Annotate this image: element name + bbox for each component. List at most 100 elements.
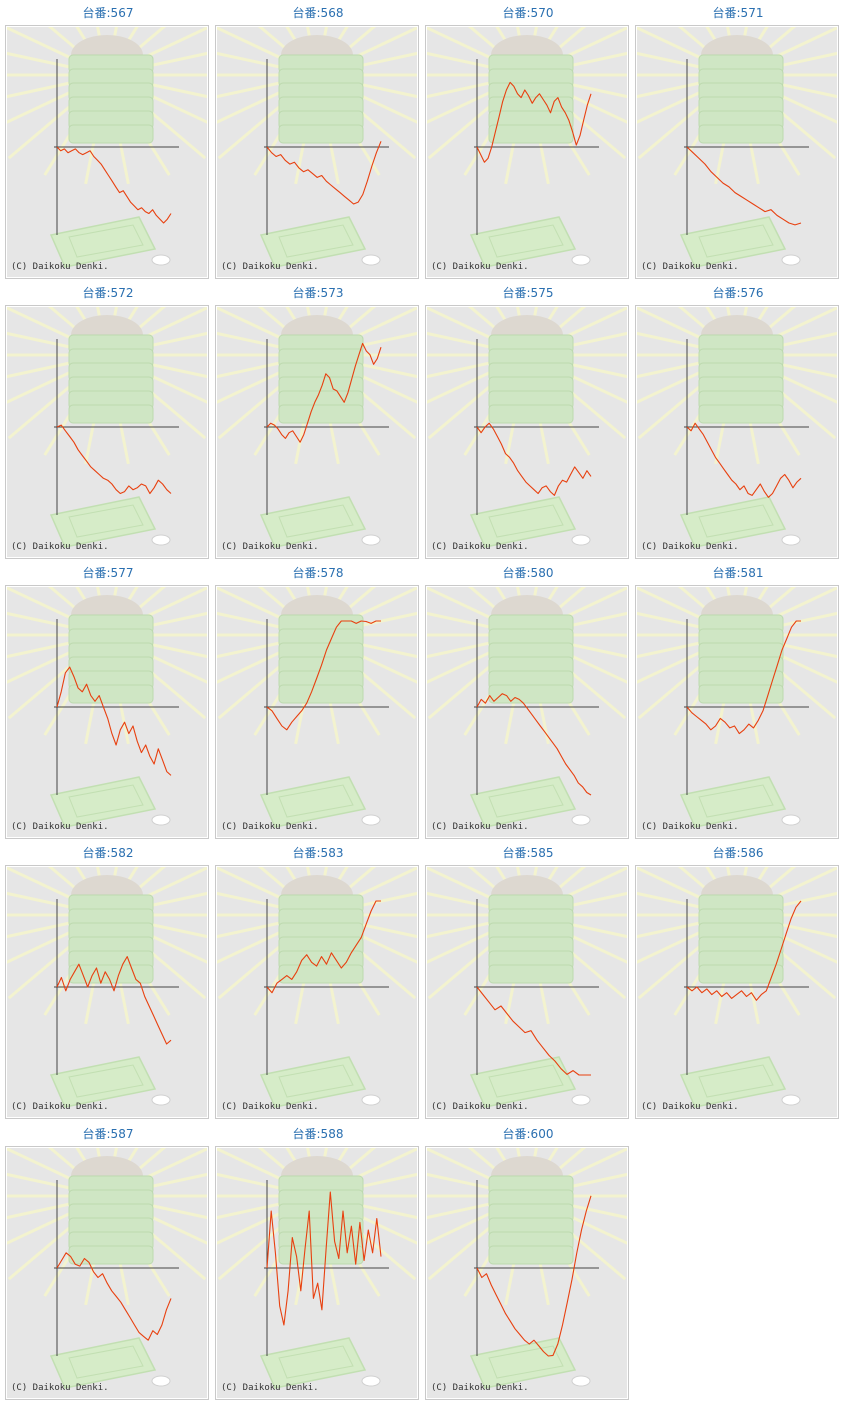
slump-graph[interactable]: (C) Daikoku Denki.	[215, 865, 419, 1119]
slump-graph[interactable]: (C) Daikoku Denki.	[425, 865, 629, 1119]
machine-card: 台番:567 (C) Daikoku Denki.	[5, 2, 211, 279]
machine-number-link[interactable]: 台番:572	[82, 286, 134, 300]
slump-line	[476, 422, 592, 496]
machine-number-link[interactable]: 台番:586	[712, 846, 764, 860]
graph-canvas: (C) Daikoku Denki.	[637, 867, 837, 1117]
machine-number-link[interactable]: 台番:588	[292, 1127, 344, 1141]
machine-number-link[interactable]: 台番:580	[502, 566, 554, 580]
copyright-text: (C) Daikoku Denki.	[221, 1102, 319, 1112]
slump-graph[interactable]: (C) Daikoku Denki.	[635, 865, 839, 1119]
machine-card: 台番:586 (C) Daikoku Denki.	[635, 842, 841, 1119]
copyright-text: (C) Daikoku Denki.	[641, 542, 739, 552]
background-illustration	[217, 1148, 417, 1389]
machine-number-link[interactable]: 台番:570	[502, 6, 554, 20]
machine-card: 台番:587 (C) Daikoku Denki.	[5, 1123, 211, 1400]
machine-number-link[interactable]: 台番:568	[292, 6, 344, 20]
slump-graph[interactable]: (C) Daikoku Denki.	[215, 305, 419, 559]
graph-canvas: (C) Daikoku Denki.	[427, 1148, 627, 1398]
background-illustration	[217, 27, 417, 268]
slump-line	[266, 342, 382, 443]
graph-canvas: (C) Daikoku Denki.	[427, 27, 627, 277]
copyright-text: (C) Daikoku Denki.	[431, 542, 529, 552]
background-illustration	[637, 307, 837, 548]
background-illustration	[637, 867, 837, 1108]
machine-card: 台番:572 (C) Daikoku Denki.	[5, 282, 211, 559]
background-illustration	[7, 307, 207, 548]
machine-number-link[interactable]: 台番:582	[82, 846, 134, 860]
slump-graph[interactable]: (C) Daikoku Denki.	[425, 25, 629, 279]
slump-graph[interactable]: (C) Daikoku Denki.	[635, 585, 839, 839]
slump-line	[476, 693, 592, 796]
slump-graph[interactable]: (C) Daikoku Denki.	[215, 25, 419, 279]
slump-line	[476, 1195, 592, 1357]
machine-card: 台番:570 (C) Daikoku Denki.	[425, 2, 631, 279]
copyright-text: (C) Daikoku Denki.	[11, 262, 109, 272]
slump-graph[interactable]: (C) Daikoku Denki.	[425, 1146, 629, 1400]
slump-graph[interactable]: (C) Daikoku Denki.	[215, 585, 419, 839]
slump-line	[266, 1191, 382, 1326]
slump-graph[interactable]: (C) Daikoku Denki.	[5, 25, 209, 279]
graph-canvas: (C) Daikoku Denki.	[217, 587, 417, 837]
machine-card: 台番:588 (C) Daikoku Denki.	[215, 1123, 421, 1400]
slump-graph[interactable]: (C) Daikoku Denki.	[5, 585, 209, 839]
machine-number-link[interactable]: 台番:578	[292, 566, 344, 580]
machine-card: 台番:578 (C) Daikoku Denki.	[215, 562, 421, 839]
background-illustration	[7, 1148, 207, 1389]
machine-number-link[interactable]: 台番:583	[292, 846, 344, 860]
slump-graph[interactable]: (C) Daikoku Denki.	[425, 585, 629, 839]
copyright-text: (C) Daikoku Denki.	[221, 1383, 319, 1393]
background-illustration	[7, 867, 207, 1108]
slump-graph[interactable]: (C) Daikoku Denki.	[5, 1146, 209, 1400]
machine-card: 台番:582 (C) Daikoku Denki.	[5, 842, 211, 1119]
graph-canvas: (C) Daikoku Denki.	[217, 27, 417, 277]
machine-card: 台番:585 (C) Daikoku Denki.	[425, 842, 631, 1119]
copyright-text: (C) Daikoku Denki.	[431, 1383, 529, 1393]
machine-number-link[interactable]: 台番:575	[502, 286, 554, 300]
graph-canvas: (C) Daikoku Denki.	[217, 307, 417, 557]
background-illustration	[427, 867, 627, 1108]
slump-graph[interactable]: (C) Daikoku Denki.	[635, 25, 839, 279]
machine-number-link[interactable]: 台番:585	[502, 846, 554, 860]
slump-line	[686, 146, 802, 226]
machine-number-link[interactable]: 台番:577	[82, 566, 134, 580]
copyright-text: (C) Daikoku Denki.	[641, 1102, 739, 1112]
graph-canvas: (C) Daikoku Denki.	[637, 587, 837, 837]
slump-line	[476, 986, 591, 1076]
machine-number-link[interactable]: 台番:567	[82, 6, 134, 20]
machine-number-link[interactable]: 台番:587	[82, 1127, 134, 1141]
slump-graph[interactable]: (C) Daikoku Denki.	[5, 305, 209, 559]
machine-card: 台番:580 (C) Daikoku Denki.	[425, 562, 631, 839]
machine-number-link[interactable]: 台番:571	[712, 6, 764, 20]
graph-canvas: (C) Daikoku Denki.	[7, 1148, 207, 1398]
background-illustration	[427, 1148, 627, 1389]
copyright-text: (C) Daikoku Denki.	[221, 542, 319, 552]
slump-line	[266, 900, 381, 994]
background-illustration	[637, 27, 837, 268]
machine-number-link[interactable]: 台番:573	[292, 286, 344, 300]
machine-number-link[interactable]: 台番:576	[712, 286, 764, 300]
copyright-text: (C) Daikoku Denki.	[11, 1102, 109, 1112]
machine-card: 台番:583 (C) Daikoku Denki.	[215, 842, 421, 1119]
slump-graph[interactable]: (C) Daikoku Denki.	[215, 1146, 419, 1400]
background-illustration	[427, 307, 627, 548]
copyright-text: (C) Daikoku Denki.	[11, 1383, 109, 1393]
slump-line	[686, 422, 802, 498]
slump-line	[266, 620, 381, 731]
background-illustration	[427, 587, 627, 828]
copyright-text: (C) Daikoku Denki.	[11, 542, 109, 552]
copyright-text: (C) Daikoku Denki.	[431, 1102, 529, 1112]
background-illustration	[217, 307, 417, 548]
slump-graph[interactable]: (C) Daikoku Denki.	[5, 865, 209, 1119]
machine-number-link[interactable]: 台番:600	[502, 1127, 554, 1141]
machine-card: 台番:577 (C) Daikoku Denki.	[5, 562, 211, 839]
copyright-text: (C) Daikoku Denki.	[641, 262, 739, 272]
slump-line	[56, 424, 172, 495]
machine-number-link[interactable]: 台番:581	[712, 566, 764, 580]
machine-card: 台番:576 (C) Daikoku Denki.	[635, 282, 841, 559]
slump-graph[interactable]: (C) Daikoku Denki.	[635, 305, 839, 559]
slump-graph[interactable]: (C) Daikoku Denki.	[425, 305, 629, 559]
slump-line	[686, 900, 802, 1001]
slump-line	[56, 666, 172, 776]
background-illustration	[7, 587, 207, 828]
